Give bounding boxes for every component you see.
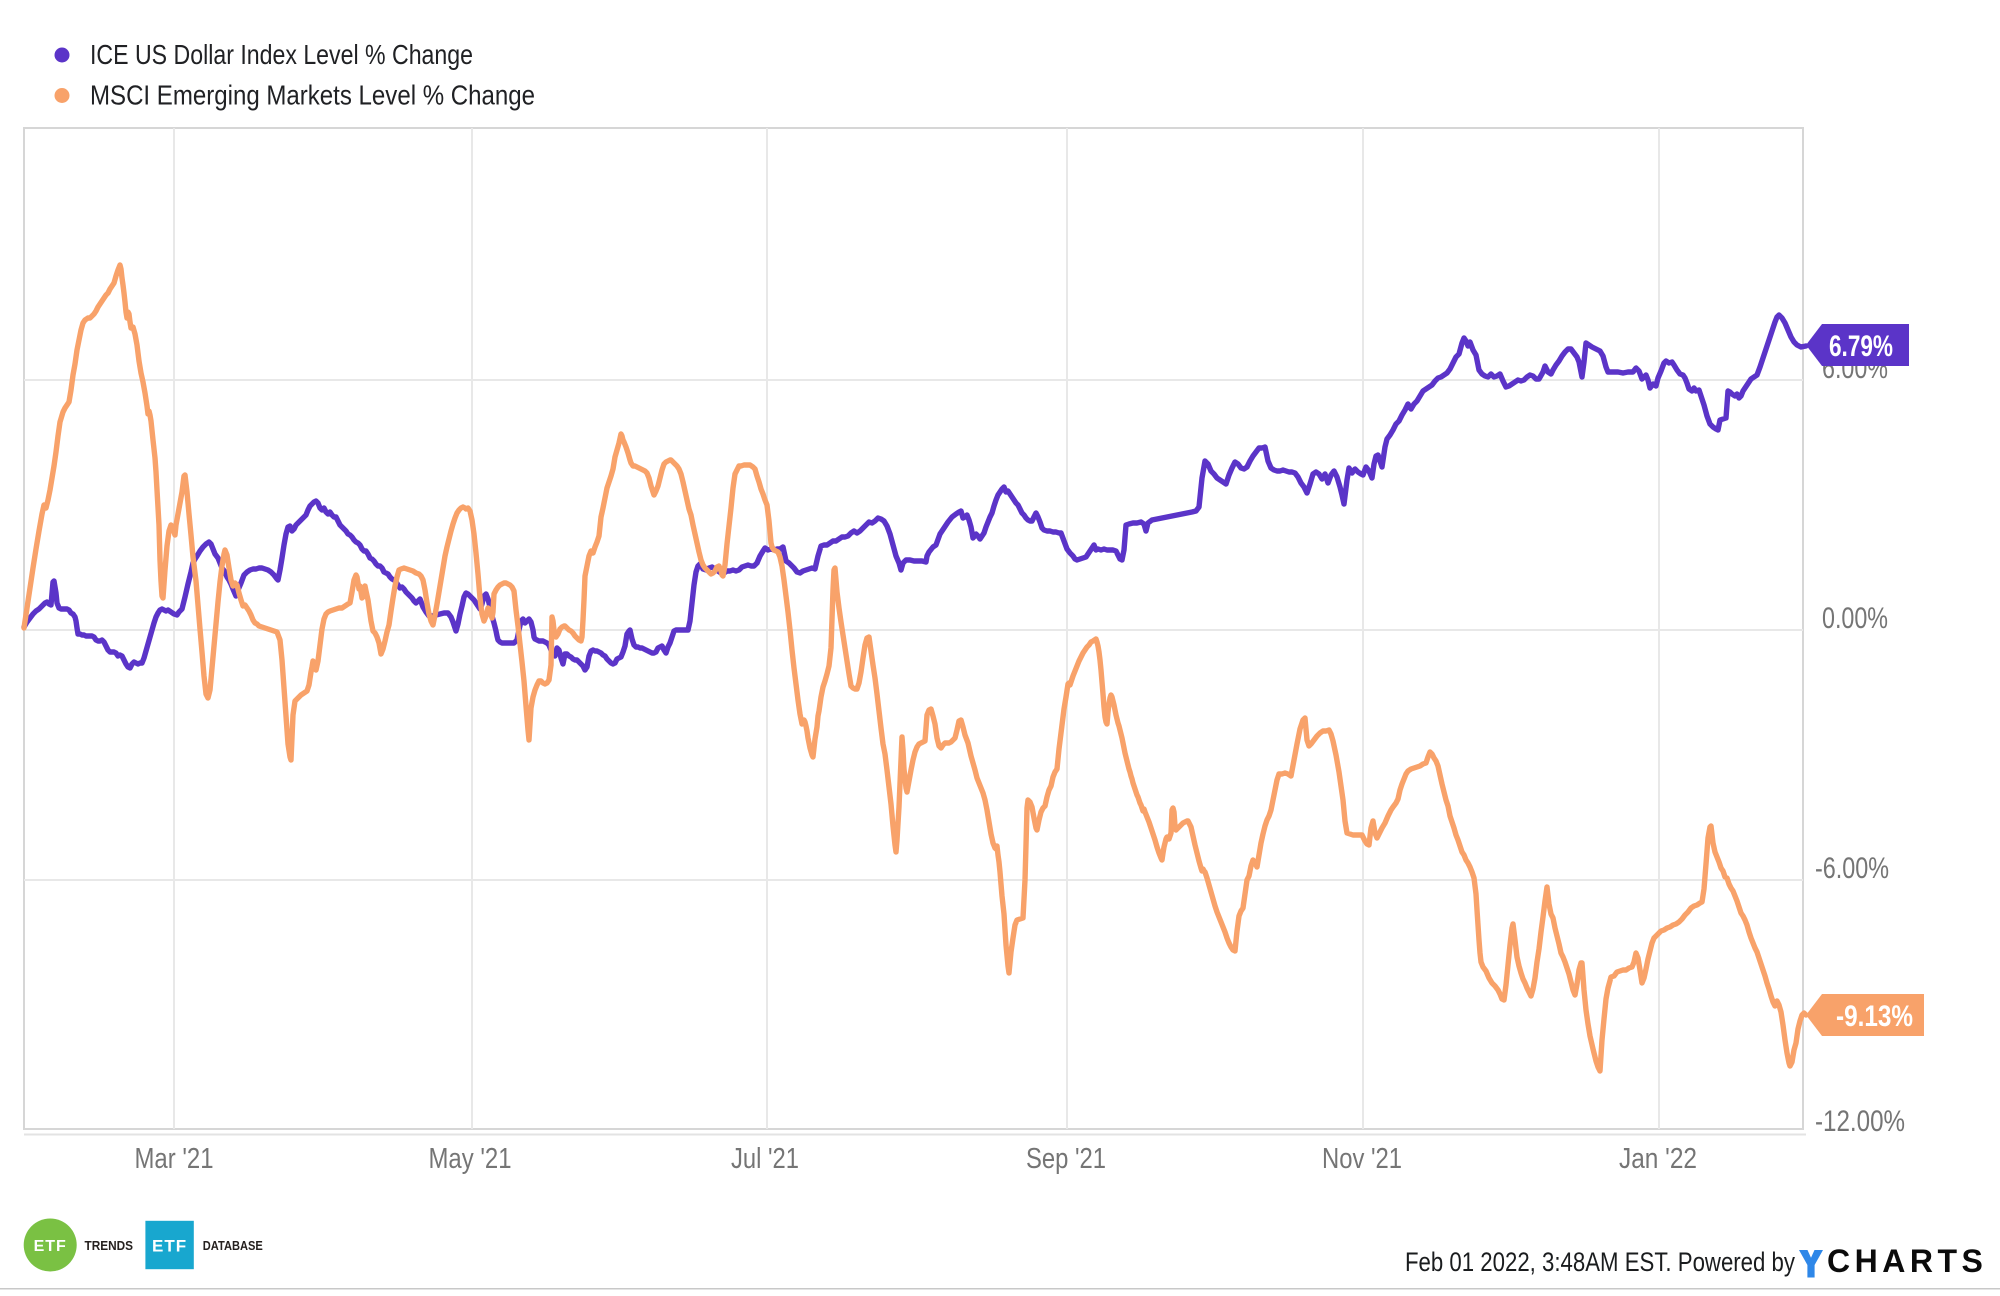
svg-text:-9.13%: -9.13% xyxy=(1836,1000,1913,1033)
svg-text:-6.00%: -6.00% xyxy=(1815,852,1889,885)
svg-text:ETF: ETF xyxy=(152,1237,187,1256)
svg-text:6.79%: 6.79% xyxy=(1829,330,1893,363)
svg-text:ETF: ETF xyxy=(34,1238,67,1255)
svg-text:Jan '22: Jan '22 xyxy=(1619,1143,1697,1175)
svg-text:MSCI Emerging Markets Level %: MSCI Emerging Markets Level % Change xyxy=(90,80,535,111)
svg-text:Jul '21: Jul '21 xyxy=(731,1143,799,1175)
svg-text:May '21: May '21 xyxy=(429,1143,512,1175)
svg-text:Sep '21: Sep '21 xyxy=(1026,1143,1106,1175)
svg-text:ICE US Dollar Index Level % Ch: ICE US Dollar Index Level % Change xyxy=(90,39,473,70)
svg-text:-12.00%: -12.00% xyxy=(1815,1105,1905,1138)
svg-text:TRENDS: TRENDS xyxy=(85,1238,134,1253)
svg-text:Nov '21: Nov '21 xyxy=(1322,1143,1402,1175)
svg-text:Feb 01 2022, 3:48AM EST. Power: Feb 01 2022, 3:48AM EST. Powered by xyxy=(1405,1247,1795,1277)
svg-text:CHARTS: CHARTS xyxy=(1827,1243,1987,1279)
svg-text:0.00%: 0.00% xyxy=(1822,602,1888,635)
svg-text:Mar '21: Mar '21 xyxy=(135,1143,214,1175)
svg-text:DATABASE: DATABASE xyxy=(203,1238,263,1253)
